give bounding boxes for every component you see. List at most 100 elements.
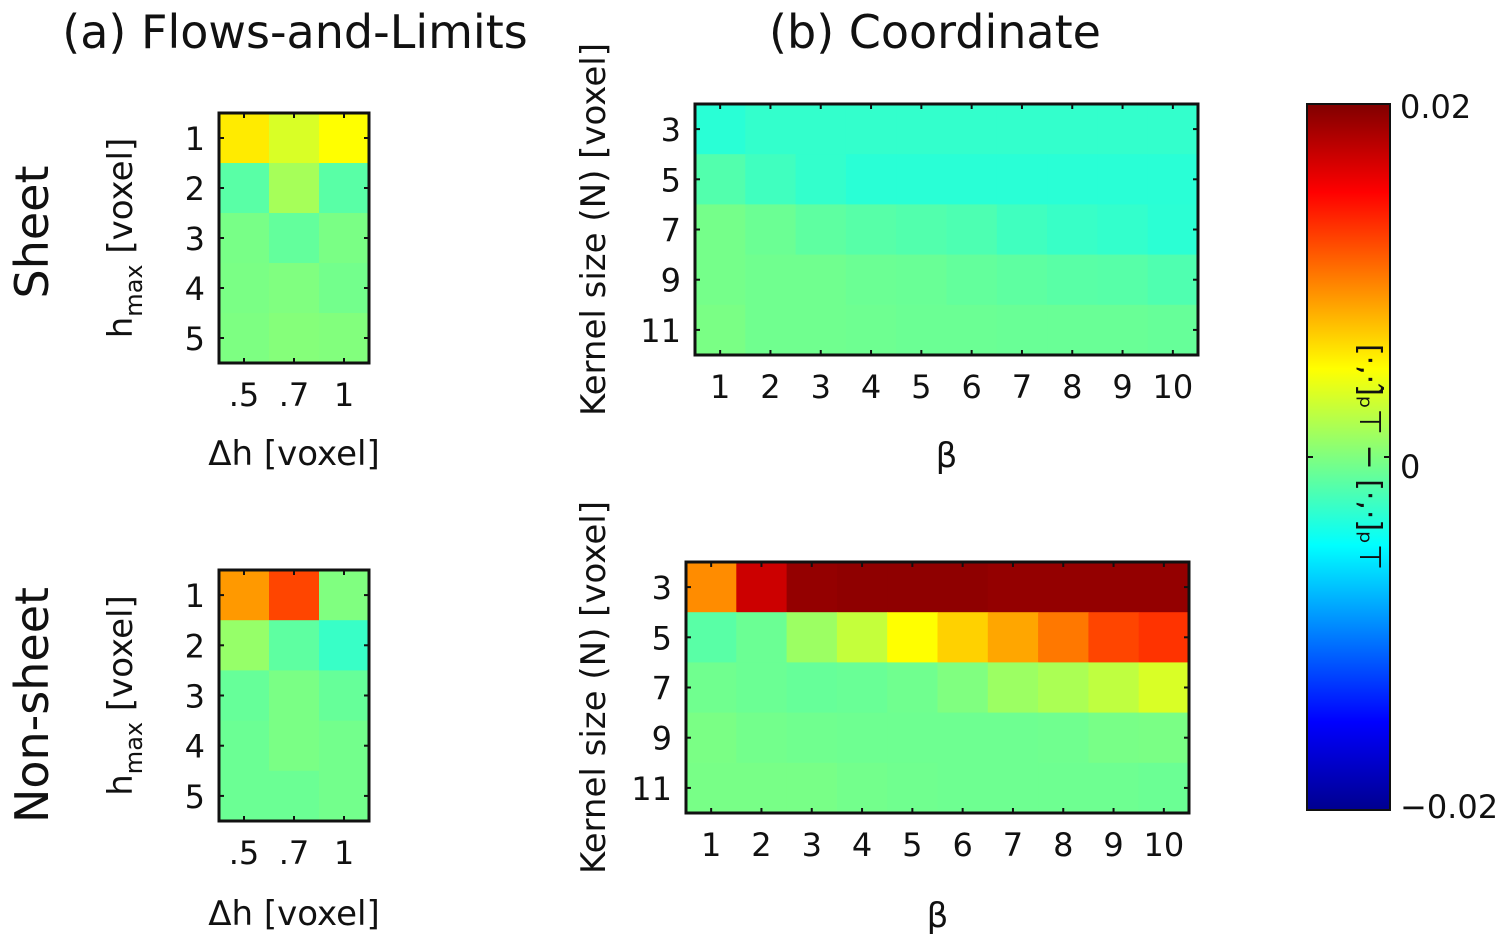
y-tick-label: 4 [185, 270, 205, 308]
y-axis-label: hmax [voxel] [101, 138, 148, 339]
y-tick-label: 5 [661, 161, 681, 199]
x-tick-label: 10 [1143, 826, 1184, 864]
heatmap-cell [1088, 562, 1140, 613]
x-tick-label: 4 [861, 368, 881, 406]
colorbar-tick-max: 0.02 [1400, 88, 1471, 126]
heatmap-cell [269, 213, 320, 264]
heatmap-cell [996, 154, 1048, 205]
heatmap-cell [887, 762, 938, 814]
y-tick-label: 11 [640, 312, 681, 350]
heatmap-cell [836, 712, 888, 764]
heatmap-cell [745, 154, 797, 205]
heatmap-cell [319, 113, 370, 164]
heatmap-cell [1038, 562, 1089, 613]
heatmap-cell [946, 254, 998, 306]
x-tick-label: 9 [1103, 826, 1123, 864]
heatmap-cell [887, 612, 938, 663]
heatmap-cell [319, 720, 370, 772]
heatmap-cell [937, 762, 989, 814]
colorbar-tick-min: −0.02 [1400, 788, 1498, 826]
heatmap-cell [686, 712, 737, 764]
heatmap-cell [695, 254, 746, 306]
heatmap-cell [845, 154, 897, 205]
heatmap-cell [937, 662, 989, 714]
y-tick-label: 5 [185, 320, 205, 358]
heatmap-cell [219, 770, 270, 822]
colorbar-tick-zero: 0 [1400, 448, 1420, 486]
y-tick-label: 2 [185, 627, 205, 665]
heatmap-cell [219, 263, 270, 314]
heatmap-cell [896, 304, 947, 356]
heatmap-cell [1088, 612, 1140, 663]
heatmap-cell [1088, 662, 1140, 714]
heatmap-cell [987, 762, 1039, 814]
x-tick-label: 8 [1053, 826, 1073, 864]
x-tick-label: 6 [952, 826, 972, 864]
y-tick-label: 3 [185, 220, 205, 258]
heatmap-cell [786, 562, 838, 613]
x-tick-label: 5 [911, 368, 931, 406]
heatmap-cell [695, 154, 746, 205]
heatmap-cell [1088, 762, 1140, 814]
x-tick-label: 2 [751, 826, 771, 864]
heatmap-cell [745, 304, 797, 356]
heatmap-cell [745, 104, 797, 155]
heatmap-cell [1047, 304, 1098, 356]
heatmap-cell [887, 562, 938, 613]
x-tick-label: 7 [1003, 826, 1023, 864]
heatmap-cell [319, 570, 370, 621]
heatmap-cell [786, 662, 838, 714]
x-tick-label: 1 [710, 368, 730, 406]
heatmap-cell [887, 712, 938, 764]
x-tick-label: 3 [811, 368, 831, 406]
heatmap-cell [946, 304, 998, 356]
x-tick-label: 1 [334, 834, 354, 872]
y-axis-label: Kernel size (N) [voxel] [574, 501, 614, 874]
heatmap-cell [1038, 762, 1089, 814]
x-tick-label: 9 [1112, 368, 1132, 406]
x-tick-label: 10 [1152, 368, 1193, 406]
heatmap-cell [319, 263, 370, 314]
heatmap-cell [219, 313, 270, 364]
heatmap-cell [319, 670, 370, 722]
heatmap-cell [795, 204, 847, 256]
heatmap-cell [269, 570, 320, 621]
heatmap-cell [1138, 662, 1190, 714]
heatmap-cell [269, 770, 320, 822]
heatmap-a-nonsheet: .5 .7 1 1 2 3 4 5 Δh [voxel] hmax [voxel] [101, 568, 380, 934]
heatmap-cell [795, 154, 847, 205]
y-tick-label: 2 [185, 170, 205, 208]
heatmap-cell [1047, 104, 1098, 155]
heatmap-cell [795, 104, 847, 155]
colorbar-label: [·,·]̂ₚ⊤ − [·,·]ₚ⊤ [1352, 344, 1387, 570]
y-axis-label: hmax [voxel] [101, 595, 148, 796]
heatmap-cell [845, 104, 897, 155]
heatmap-cell [845, 204, 897, 256]
x-tick-label: .7 [279, 834, 310, 872]
x-axis-label: β [927, 896, 949, 936]
x-tick-label: 5 [902, 826, 922, 864]
heatmap-cell [219, 113, 270, 164]
y-tick-label: 9 [661, 262, 681, 300]
heatmap-cell [1047, 154, 1098, 205]
x-axis-label: β [936, 436, 958, 476]
heatmap-cell [736, 712, 788, 764]
x-tick-label: 3 [802, 826, 822, 864]
heatmap-cell [996, 304, 1048, 356]
heatmap-cell [1038, 612, 1089, 663]
heatmap-cell [996, 204, 1048, 256]
heatmap-cell [695, 104, 746, 155]
y-tick-label: 7 [661, 212, 681, 250]
heatmap-cell [1147, 154, 1199, 205]
heatmap-cell [695, 304, 746, 356]
heatmap-cell [937, 562, 989, 613]
heatmap-cell [1088, 712, 1140, 764]
heatmap-cell [836, 662, 888, 714]
row-label-nonsheet: Non-sheet [5, 587, 59, 823]
heatmap-cell [1047, 254, 1098, 306]
heatmap-cell [219, 670, 270, 722]
y-tick-label: 1 [185, 577, 205, 615]
heatmap-cell [896, 154, 947, 205]
